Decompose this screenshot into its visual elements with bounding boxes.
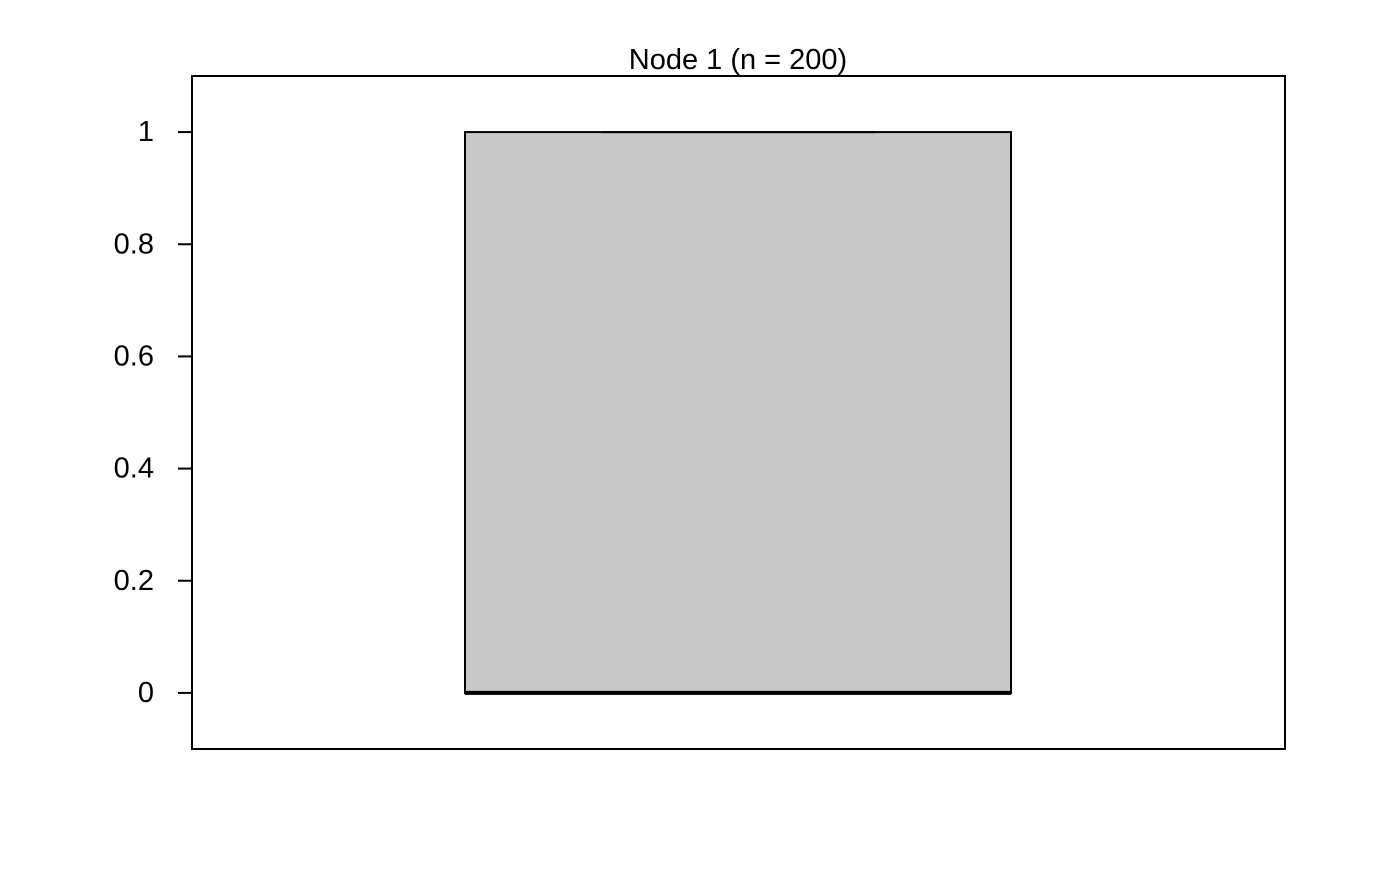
- y-tick-label: 0.6: [114, 340, 154, 372]
- y-axis: 0 0.2 0.4 0.6 0.8 1: [114, 116, 192, 709]
- chart-title: Node 1 (n = 200): [629, 44, 847, 76]
- y-tick-label: 1: [138, 116, 154, 148]
- y-tick-label: 0.4: [114, 453, 154, 485]
- y-tick-label: 0.2: [114, 565, 154, 597]
- box-iqr: [464, 131, 1012, 694]
- plot-frame: [191, 75, 1286, 750]
- box-group: [464, 131, 1012, 695]
- y-tick-label: 0: [138, 677, 154, 709]
- y-tick-label: 0.8: [114, 228, 154, 260]
